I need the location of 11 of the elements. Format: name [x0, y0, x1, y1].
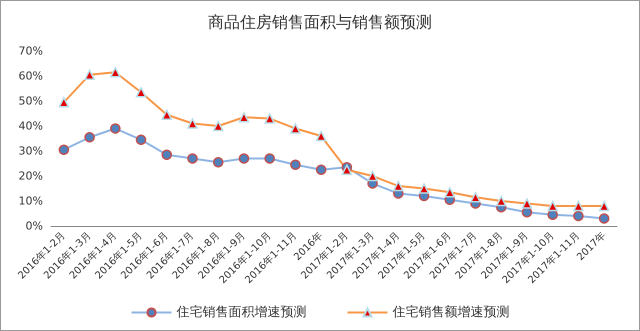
legend-label: 住宅销售额增速预测: [392, 304, 510, 320]
chart-title: 商品住房销售面积与销售额预测: [208, 12, 432, 32]
legend-label: 住宅销售面积增速预测: [176, 304, 306, 320]
y-tick-label: 0%: [26, 220, 43, 232]
y-tick-label: 70%: [18, 44, 43, 58]
y-tick-label: 30%: [18, 144, 43, 158]
y-tick-label: 10%: [18, 194, 43, 208]
y-tick-label: 60%: [18, 70, 43, 82]
y-tick-label: 40%: [18, 120, 43, 132]
y-tick-label: 20%: [18, 170, 43, 182]
y-tick-label: 50%: [18, 94, 43, 108]
